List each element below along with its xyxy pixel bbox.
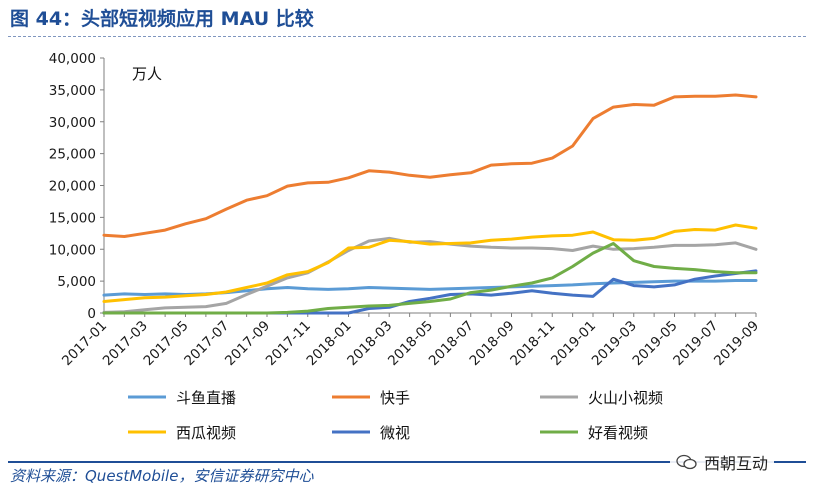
chart-axes: 0 5,000 10,000 15,000 20,000 25,000 30,000 35,0… — [49, 51, 762, 369]
title-divider — [8, 36, 806, 37]
y-tick-label: 25,000 — [49, 147, 96, 163]
source-note: 资料来源：QuestMobile，安信证券研究中心 — [10, 467, 314, 485]
y-tick-label: 5,000 — [57, 274, 96, 290]
series-line-4 — [102, 223, 758, 303]
legend-label: 好看视频 — [588, 424, 648, 442]
legend-label: 西瓜视频 — [176, 424, 236, 442]
series-line-2 — [102, 93, 758, 238]
wechat-icon — [676, 454, 697, 470]
page-title: 图 44：头部短视频应用 MAU 比较 — [10, 8, 314, 30]
y-tick-label: 20,000 — [49, 179, 96, 195]
y-tick-label: 35,000 — [49, 83, 96, 99]
chart-series — [102, 93, 758, 315]
y-tick-label: 30,000 — [49, 115, 96, 131]
unit-label: 万人 — [132, 65, 162, 83]
footer-divider — [8, 461, 806, 463]
series-line-6 — [102, 242, 758, 315]
legend-label: 斗鱼直播 — [176, 389, 236, 407]
y-tick-label: 10,000 — [49, 242, 96, 258]
y-tick-label: 40,000 — [49, 51, 96, 67]
series-line-3 — [102, 236, 758, 314]
legend-label: 快手 — [380, 389, 410, 407]
watermark-text: 西朝互动 — [704, 454, 769, 473]
legend-label: 火山小视频 — [588, 389, 663, 407]
y-tick-label: 15,000 — [49, 210, 96, 226]
y-tick-label: 0 — [87, 306, 96, 322]
legend-label: 微视 — [380, 424, 410, 442]
watermark: 西朝互动 — [670, 449, 775, 475]
x-tick-label: 2019-09 — [711, 318, 762, 369]
